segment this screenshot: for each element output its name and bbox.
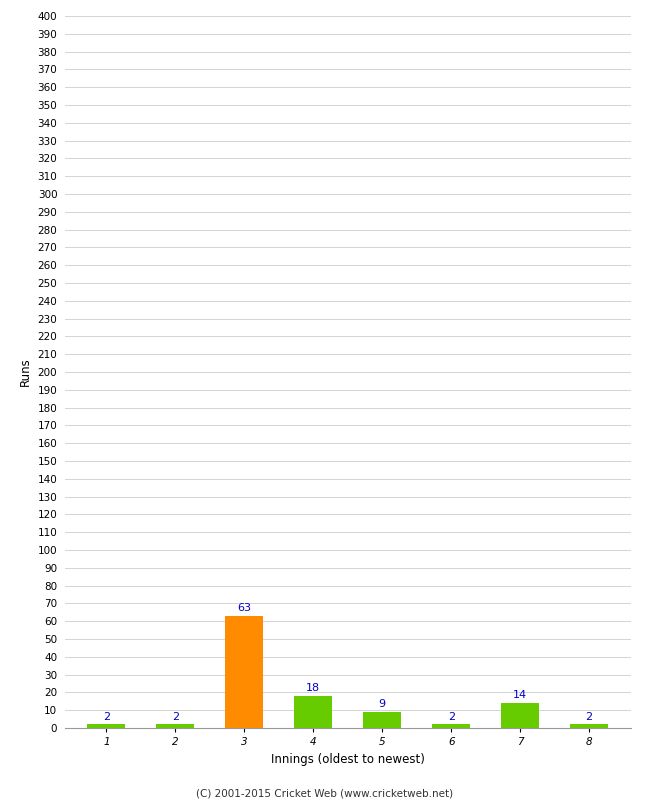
Bar xyxy=(87,725,125,728)
Bar xyxy=(157,725,194,728)
Bar xyxy=(570,725,608,728)
Text: 18: 18 xyxy=(306,683,320,694)
Text: 2: 2 xyxy=(448,712,455,722)
X-axis label: Innings (oldest to newest): Innings (oldest to newest) xyxy=(271,753,424,766)
Text: 2: 2 xyxy=(172,712,179,722)
Bar xyxy=(226,616,263,728)
Text: 63: 63 xyxy=(237,603,252,613)
Text: 9: 9 xyxy=(379,699,386,710)
Text: 14: 14 xyxy=(513,690,527,701)
Bar xyxy=(432,725,470,728)
Text: 2: 2 xyxy=(586,712,593,722)
Y-axis label: Runs: Runs xyxy=(19,358,32,386)
Text: (C) 2001-2015 Cricket Web (www.cricketweb.net): (C) 2001-2015 Cricket Web (www.cricketwe… xyxy=(196,788,454,798)
Bar xyxy=(501,703,539,728)
Bar xyxy=(294,696,332,728)
Text: 2: 2 xyxy=(103,712,110,722)
Bar xyxy=(363,712,401,728)
